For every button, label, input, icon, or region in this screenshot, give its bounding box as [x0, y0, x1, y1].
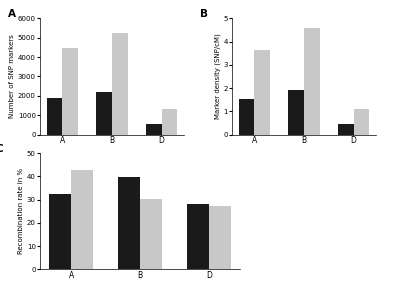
Bar: [71, 170, 93, 269]
Bar: [288, 90, 304, 135]
Bar: [62, 48, 78, 135]
Legend: B22, 286: B22, 286: [88, 173, 136, 179]
Bar: [187, 204, 209, 269]
Bar: [46, 98, 62, 135]
Bar: [209, 206, 231, 269]
Bar: [96, 92, 112, 135]
Bar: [112, 33, 128, 135]
Y-axis label: Recombination rate in %: Recombination rate in %: [18, 168, 24, 254]
Legend: B22, 286: B22, 286: [280, 173, 328, 179]
Y-axis label: Marker density (SNP/cM): Marker density (SNP/cM): [214, 34, 220, 119]
Bar: [254, 50, 270, 135]
Bar: [162, 109, 178, 135]
Text: A: A: [8, 9, 16, 19]
Bar: [146, 124, 162, 135]
Text: C: C: [0, 144, 4, 154]
Bar: [304, 28, 320, 135]
Bar: [354, 109, 370, 135]
Y-axis label: Number of SNP markers: Number of SNP markers: [9, 35, 15, 118]
Text: B: B: [200, 9, 208, 19]
Bar: [238, 99, 254, 135]
Bar: [118, 177, 140, 269]
Bar: [338, 124, 354, 135]
Bar: [49, 194, 71, 269]
Bar: [140, 199, 162, 269]
